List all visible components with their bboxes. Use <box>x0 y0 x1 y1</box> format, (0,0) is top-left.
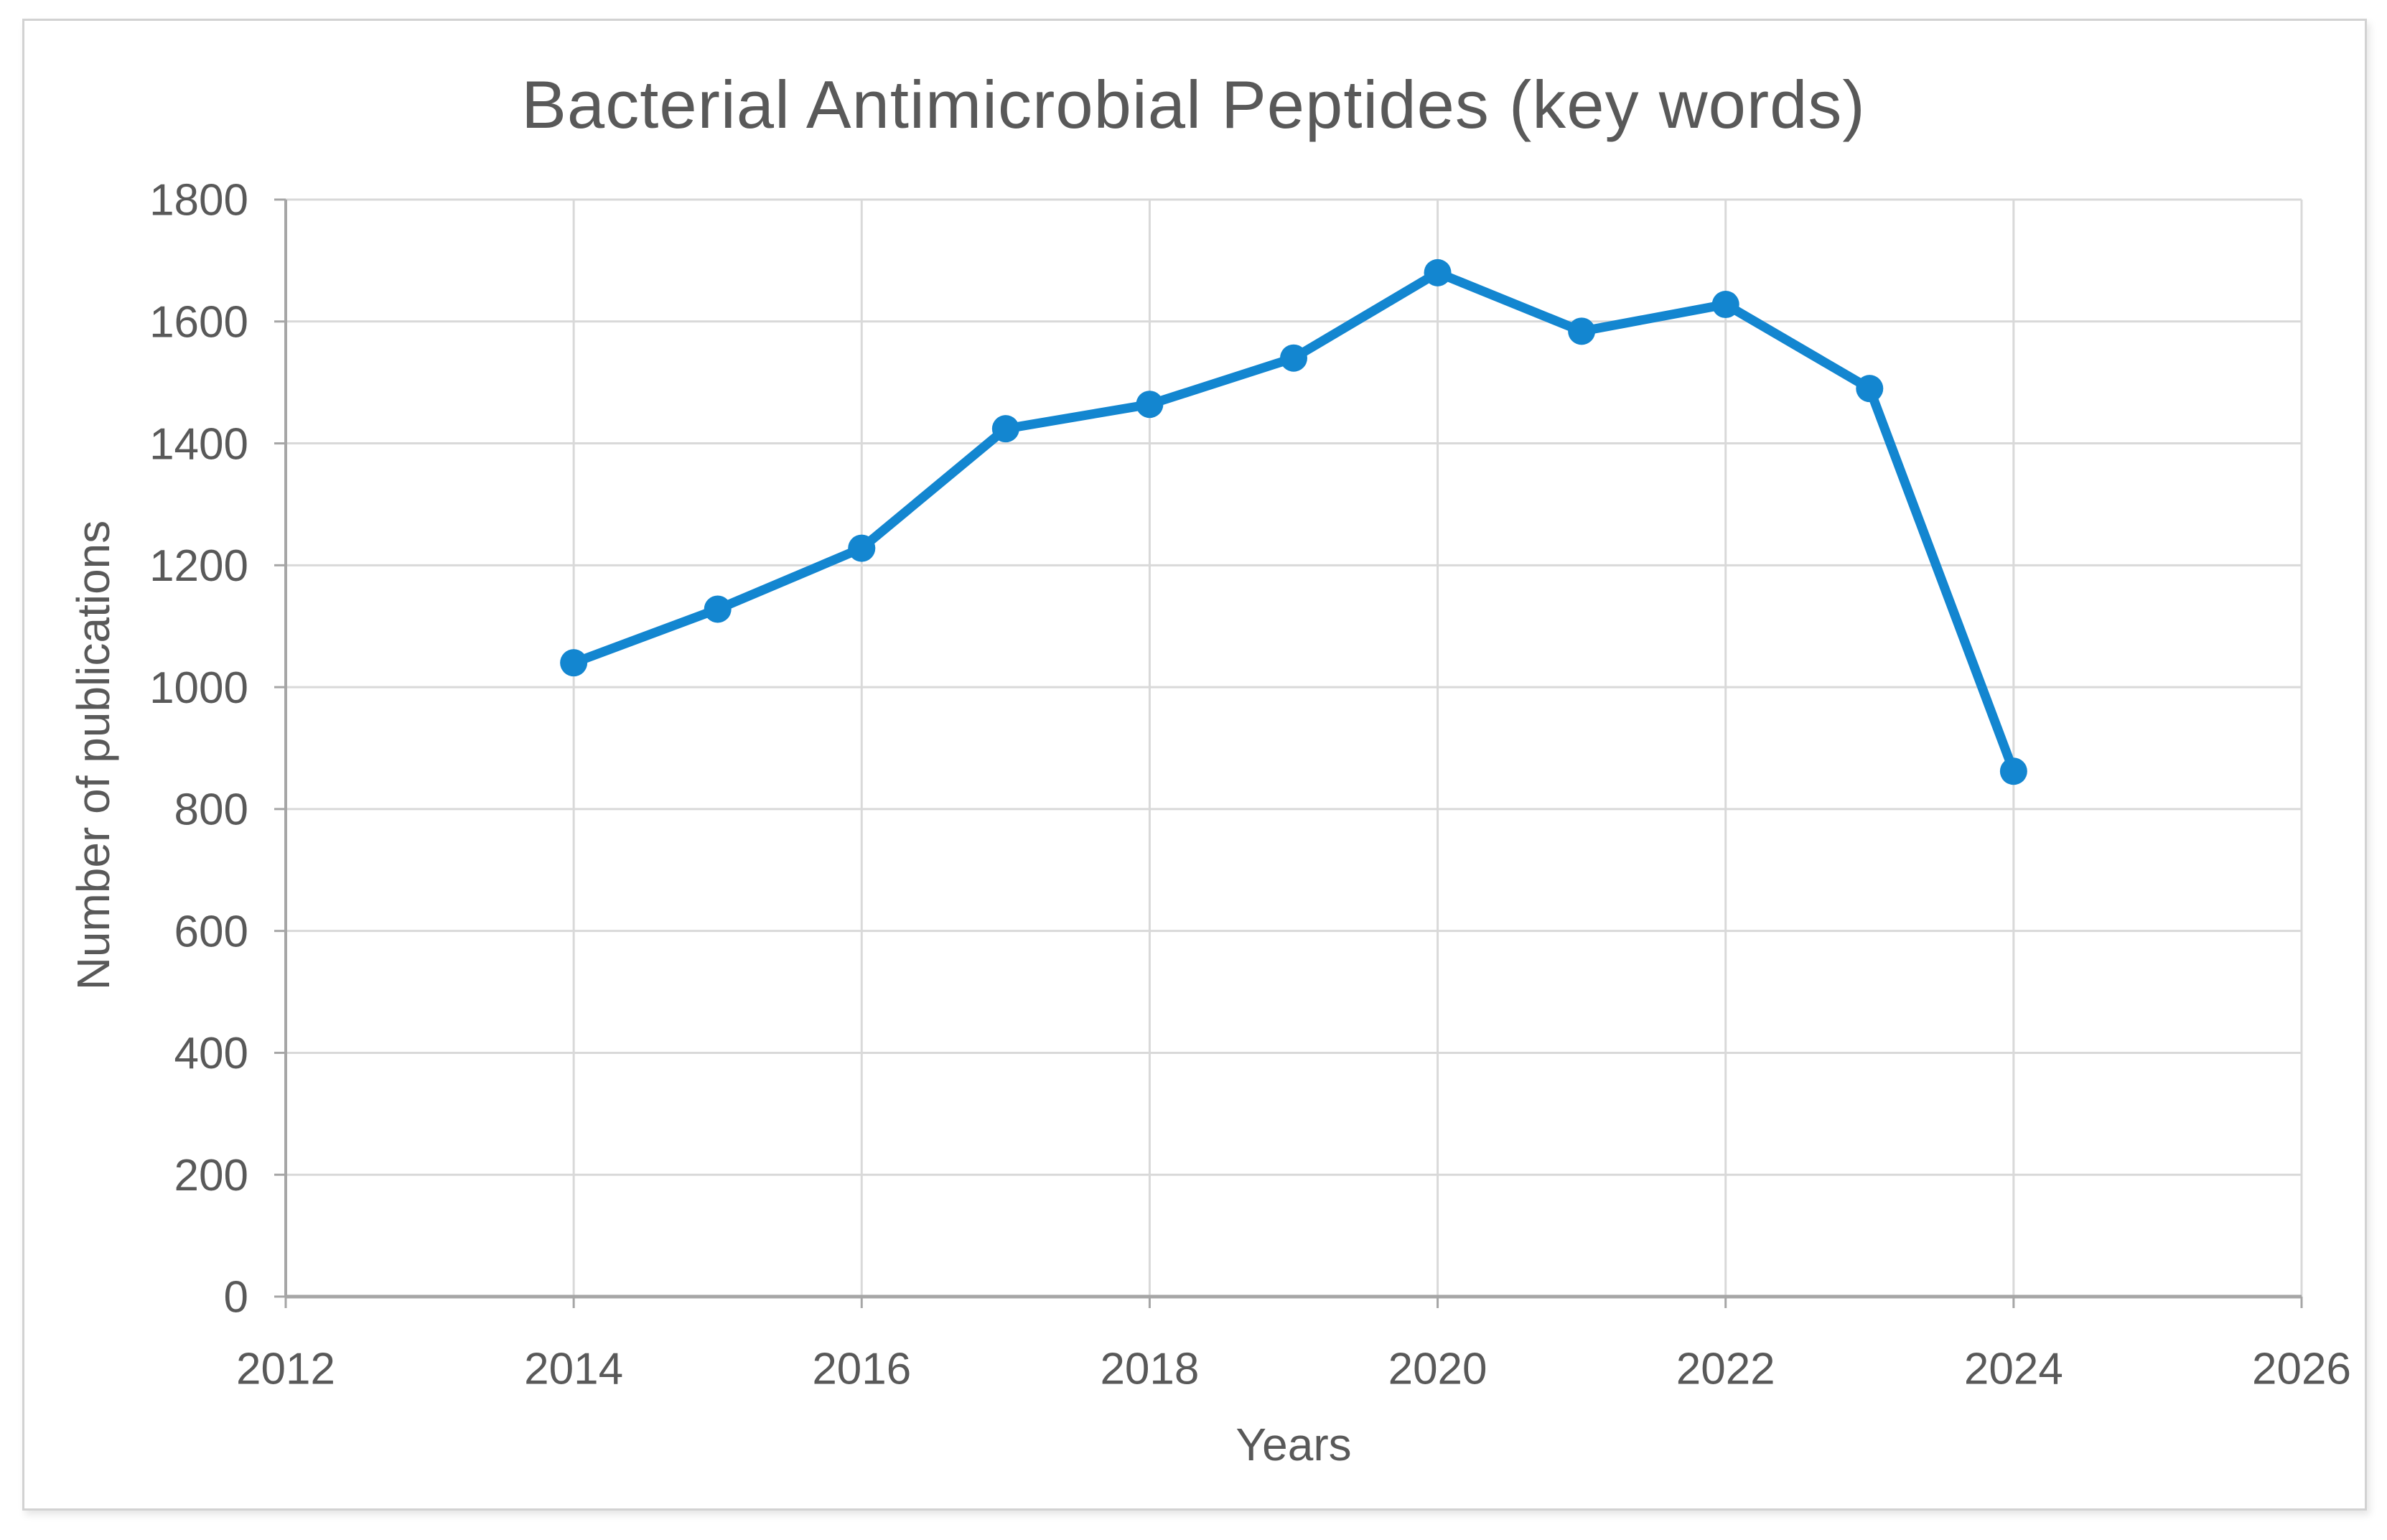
data-point-marker <box>1280 344 1307 372</box>
y-tick-label: 1600 <box>149 297 248 347</box>
data-point-marker <box>560 649 588 677</box>
x-tick-label: 2026 <box>2252 1345 2351 1394</box>
x-tick-label: 2016 <box>812 1345 911 1394</box>
chart-title: Bacterial Antimicrobial Peptides (key wo… <box>521 67 1866 142</box>
y-tick-label: 1800 <box>149 176 248 225</box>
x-tick-label: 2018 <box>1100 1345 1199 1394</box>
x-axis-title: Years <box>1235 1419 1352 1470</box>
data-point-marker <box>1136 391 1164 419</box>
data-point-marker <box>1999 757 2027 785</box>
chart-frame <box>22 19 2367 1511</box>
y-tick-label: 1000 <box>149 663 248 713</box>
data-point-marker <box>1711 291 1739 319</box>
y-axis-title: Number of publications <box>67 520 119 991</box>
data-point-marker <box>848 534 876 562</box>
x-tick-label: 2014 <box>524 1345 623 1394</box>
data-point-marker <box>991 415 1019 443</box>
y-tick-label: 0 <box>224 1273 248 1322</box>
y-tick-label: 400 <box>174 1029 248 1078</box>
data-point-marker <box>1856 375 1884 403</box>
y-tick-label: 800 <box>174 785 248 835</box>
x-tick-label: 2024 <box>1964 1345 2063 1394</box>
x-tick-label: 2022 <box>1676 1345 1775 1394</box>
x-tick-label: 2012 <box>236 1345 335 1394</box>
data-point-marker <box>1568 317 1596 345</box>
y-tick-label: 200 <box>174 1151 248 1200</box>
y-tick-label: 1200 <box>149 541 248 591</box>
data-point-marker <box>1424 258 1452 286</box>
y-tick-label: 1400 <box>149 419 248 469</box>
data-point-marker <box>704 595 732 623</box>
y-tick-label: 600 <box>174 907 248 956</box>
x-tick-label: 2020 <box>1388 1345 1487 1394</box>
